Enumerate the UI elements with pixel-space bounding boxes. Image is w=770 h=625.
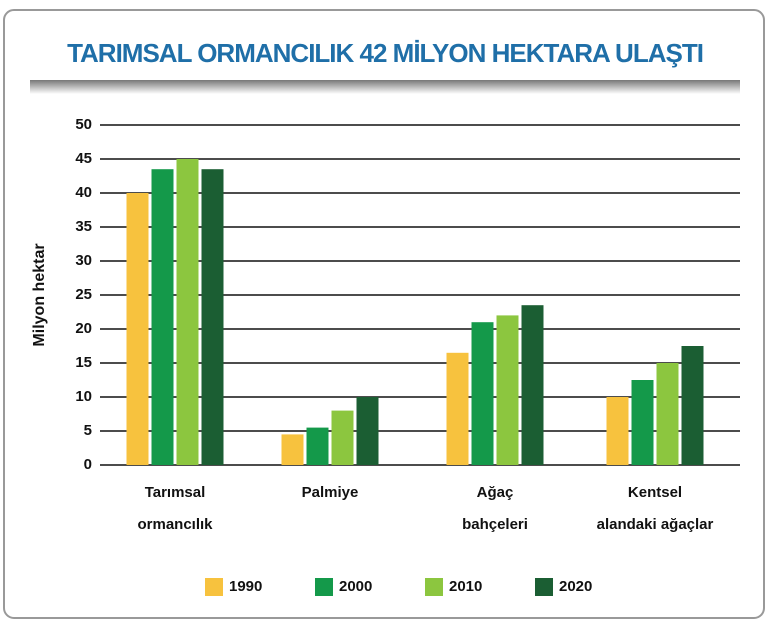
y-tick-label: 10 [75,388,92,405]
x-tick-label: alandaki ağaçlar [597,516,714,533]
legend-label: 2010 [449,578,482,595]
legend-label: 1990 [229,578,262,595]
title-shadow [30,80,740,94]
bar [126,193,149,465]
x-tick-label: ormancılık [137,516,213,533]
y-tick-label: 45 [75,150,92,167]
bar [151,169,174,465]
bar [471,322,494,465]
y-tick-label: 50 [75,116,92,133]
y-tick-label: 15 [75,354,92,371]
chart-title: TARIMSAL ORMANCILIK 42 MİLYON HEKTARA UL… [67,38,703,68]
bar [201,169,224,465]
bar [656,363,679,465]
bar [446,352,469,465]
y-axis-label: Milyon hektar [31,243,48,346]
x-tick-label: Ağaç [477,484,514,501]
legend-label: 2020 [559,578,592,595]
legend-swatch [205,578,223,596]
y-tick-label: 5 [84,422,92,439]
y-tick-label: 20 [75,320,92,337]
y-tick-label: 30 [75,252,92,269]
bar [331,410,354,465]
y-tick-label: 25 [75,286,92,303]
y-tick-label: 40 [75,184,92,201]
legend-swatch [535,578,553,596]
bar [176,159,199,465]
legend-swatch [425,578,443,596]
bar [631,380,654,465]
x-tick-label: Tarımsal [145,484,206,501]
legend-swatch [315,578,333,596]
bar [281,434,304,465]
bar [521,305,544,465]
bar [306,427,329,465]
x-tick-label: Palmiye [302,484,359,501]
legend-label: 2000 [339,578,372,595]
bar [606,397,629,465]
y-tick-label: 35 [75,218,92,235]
bar [356,397,379,465]
x-tick-label: bahçeleri [462,516,528,533]
x-tick-label: Kentsel [628,484,682,501]
bar [496,315,519,465]
bar [681,346,704,465]
y-tick-label: 0 [84,456,92,473]
